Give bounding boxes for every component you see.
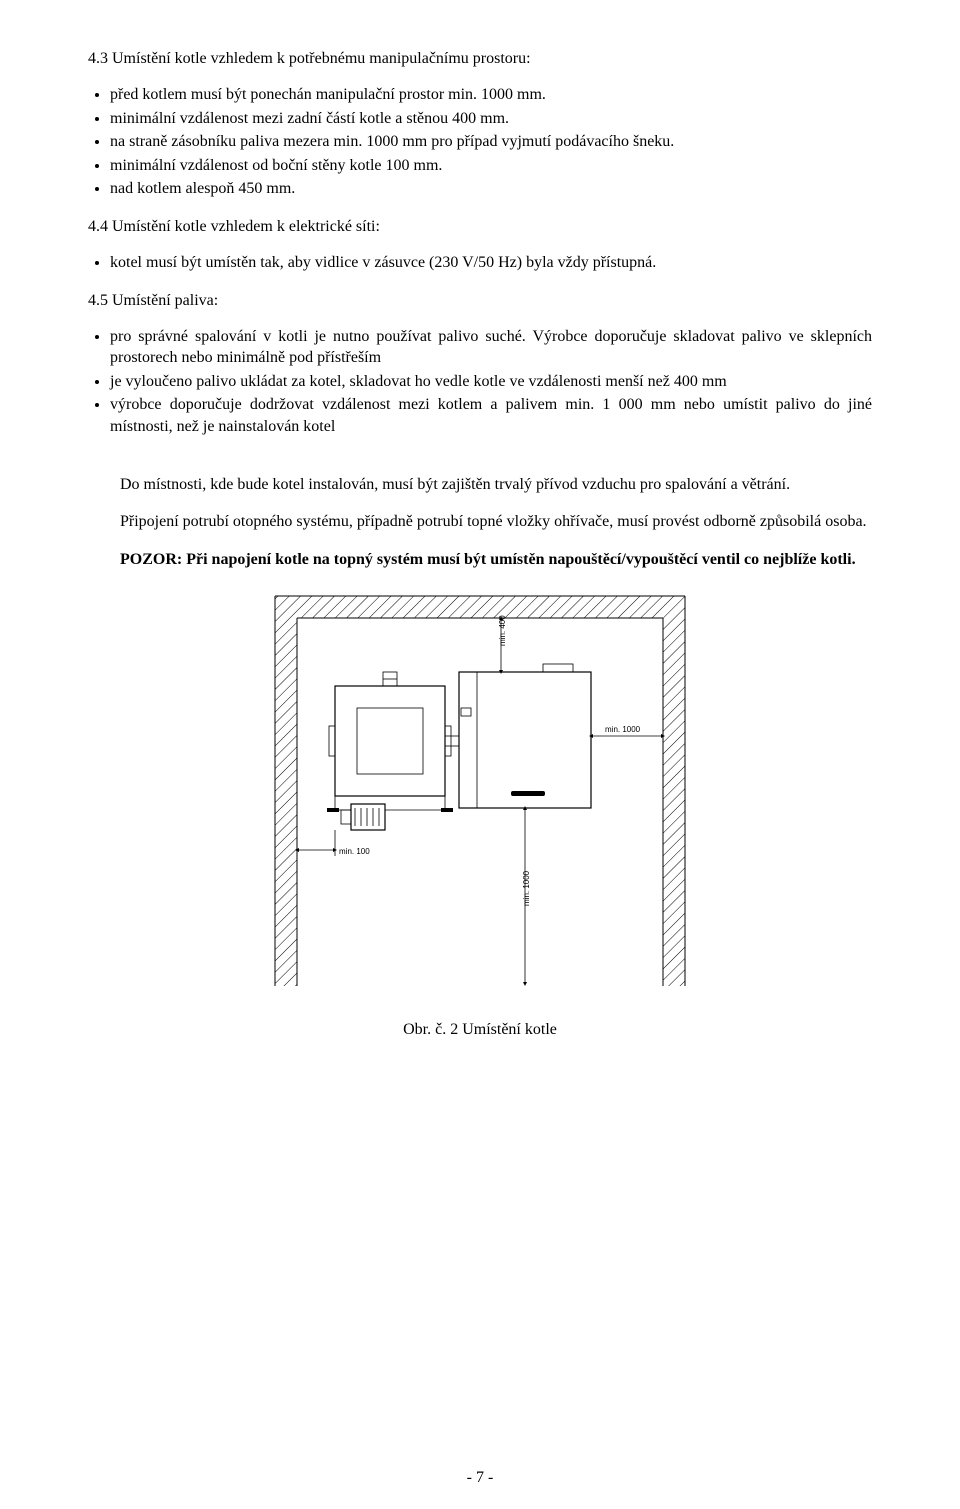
sec44-list: kotel musí být umístěn tak, aby vidlice … xyxy=(88,252,872,274)
list-item: před kotlem musí být ponechán manipulačn… xyxy=(110,84,872,106)
para-warning: POZOR: Při napojení kotle na topný systé… xyxy=(88,549,872,571)
boiler-unit xyxy=(459,664,591,808)
dim-left-text: min. 100 xyxy=(339,847,370,856)
placement-diagram: min. 400 min. 1000 min. 100 min. 1000 xyxy=(265,586,695,996)
sec45-list: pro správné spalování v kotli je nutno p… xyxy=(88,326,872,438)
list-item: je vyloučeno palivo ukládat za kotel, sk… xyxy=(110,371,872,393)
page: 4.3 Umístění kotle vzhledem k potřebnému… xyxy=(0,0,960,1509)
figure-wrap: min. 400 min. 1000 min. 100 min. 1000 Ob… xyxy=(88,586,872,1039)
figure: min. 400 min. 1000 min. 100 min. 1000 xyxy=(265,586,695,996)
list-item: výrobce doporučuje dodržovat vzdálenost … xyxy=(110,394,872,437)
sec44-title: 4.4 Umístění kotle vzhledem k elektrické… xyxy=(88,218,872,236)
list-item: na straně zásobníku paliva mezera min. 1… xyxy=(110,131,872,153)
hopper-unit xyxy=(327,672,459,830)
sec43-list: před kotlem musí být ponechán manipulačn… xyxy=(88,84,872,200)
sec43-title: 4.3 Umístění kotle vzhledem k potřebnému… xyxy=(88,50,872,68)
figure-caption: Obr. č. 2 Umístění kotle xyxy=(88,1021,872,1039)
sec45-title: 4.5 Umístění paliva: xyxy=(88,292,872,310)
list-item: kotel musí být umístěn tak, aby vidlice … xyxy=(110,252,872,274)
page-number: - 7 - xyxy=(0,1469,960,1487)
list-item: minimální vzdálenost od boční stěny kotl… xyxy=(110,155,872,177)
para-air: Do místnosti, kde bude kotel instalován,… xyxy=(88,474,872,496)
dim-top-text: min. 400 xyxy=(498,615,507,646)
list-item: minimální vzdálenost mezi zadní částí ko… xyxy=(110,108,872,130)
list-item: pro správné spalování v kotli je nutno p… xyxy=(110,326,872,369)
dim-bottom-text: min. 1000 xyxy=(522,871,531,907)
para-pipe: Připojení potrubí otopného systému, příp… xyxy=(88,511,872,533)
list-item: nad kotlem alespoň 450 mm. xyxy=(110,178,872,200)
dim-right-text: min. 1000 xyxy=(605,725,641,734)
